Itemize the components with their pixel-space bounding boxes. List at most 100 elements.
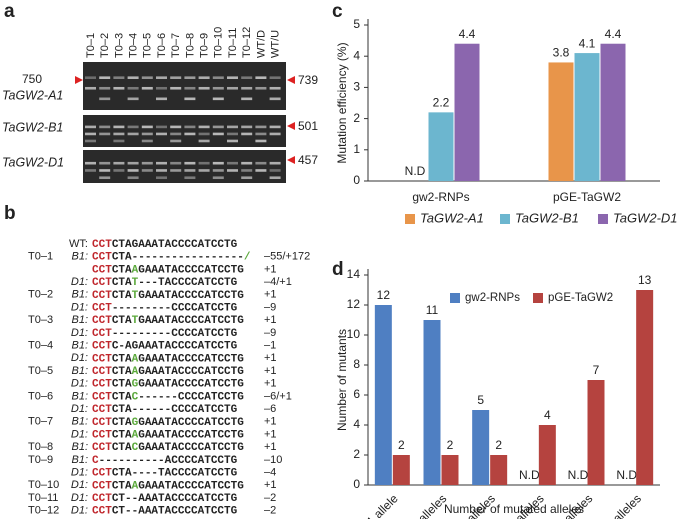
bar xyxy=(472,410,490,485)
data-label: N.D xyxy=(405,164,426,178)
allele-label: D1: xyxy=(71,276,88,288)
y-tick-label: 6 xyxy=(353,387,360,401)
allele-label: D1: xyxy=(71,428,88,440)
legend-swatch xyxy=(500,214,510,224)
gel-band xyxy=(113,139,125,143)
gel-band xyxy=(170,76,182,79)
gel-band xyxy=(241,76,253,79)
mutation-size: –9 xyxy=(264,327,276,339)
sequence-part: A xyxy=(132,353,139,365)
sequence-part: CCT xyxy=(92,442,112,454)
bar xyxy=(490,455,508,485)
sequence-part: ---TACCCCATCCTG xyxy=(138,277,237,289)
allele-label: B1: xyxy=(71,365,88,377)
panel-label: c xyxy=(332,1,343,22)
gel-band xyxy=(198,169,210,172)
legend-label: TaGW2-D1 xyxy=(613,210,678,225)
data-label: 7 xyxy=(593,363,600,377)
mutation-size: –10 xyxy=(264,454,282,466)
gel-band xyxy=(269,76,281,79)
sequence-part: T xyxy=(132,315,139,327)
y-tick-label: 1 xyxy=(353,142,360,156)
sequence-part: CTA----------------- xyxy=(112,252,244,264)
allele-label: B1: xyxy=(71,441,88,453)
lane-label: T0–2 xyxy=(99,33,111,58)
lane-label: T0–11 xyxy=(227,28,239,58)
gel-band xyxy=(170,125,182,129)
gel-band xyxy=(156,86,167,90)
gel-band xyxy=(212,125,224,129)
legend-label: TaGW2-A1 xyxy=(420,210,484,225)
lane-label: T0–7 xyxy=(170,33,182,58)
gel-band xyxy=(255,169,267,172)
allele-label: B1: xyxy=(71,251,88,263)
sequence-part: CCT xyxy=(92,315,112,327)
gel-band xyxy=(255,132,267,136)
gel-band xyxy=(127,176,139,180)
sequence-part: G xyxy=(132,379,139,391)
sequence-part: CT--AAATACCCCATCCTG xyxy=(112,506,238,518)
sequence: CCTCTAT---TACCCCATCCTG xyxy=(92,277,238,289)
sequence-part: CCT xyxy=(92,302,112,314)
y-tick-label: 4 xyxy=(353,48,360,62)
x-tick-label: pGE-TaGW2 xyxy=(553,190,621,204)
data-label: 2.2 xyxy=(433,96,450,110)
sequence: CCTCTAAGAAATACCCCATCCTG xyxy=(92,429,244,441)
data-label: 4 xyxy=(544,408,551,422)
gel-band xyxy=(170,132,182,136)
bar xyxy=(538,425,556,485)
gel-band xyxy=(99,76,111,79)
gel-band xyxy=(241,132,253,136)
gel-band xyxy=(184,176,196,180)
data-label: 2 xyxy=(495,438,502,452)
mutation-size: +1 xyxy=(264,352,277,364)
gel-band xyxy=(99,125,111,129)
legend-swatch xyxy=(450,293,460,303)
sequence-part: CCT xyxy=(92,290,112,302)
sequence-part: CCT xyxy=(92,264,112,276)
sequence-part: CTA xyxy=(112,480,132,492)
gel-band xyxy=(156,176,167,180)
x-tick-label: gw2-RNPs xyxy=(412,190,469,204)
gene-label: TaGW2-A1 xyxy=(2,88,63,102)
gel-band xyxy=(212,97,224,101)
gel-band xyxy=(127,76,139,79)
lane-label: T0–6 xyxy=(156,33,168,58)
panel-label: d xyxy=(332,259,344,280)
gel-band xyxy=(127,86,139,90)
sequence-part: CCT xyxy=(92,480,112,492)
gel-band xyxy=(127,161,139,165)
gel-band xyxy=(198,86,210,90)
mutation-size: +1 xyxy=(264,428,277,440)
mutation-size: +1 xyxy=(264,441,277,453)
sequence-part: C-AGAAATACCCCATCCTG xyxy=(112,341,238,353)
legend-swatch xyxy=(405,214,415,224)
sequence: CCTCT--AAATACCCCATCCTG xyxy=(92,493,238,505)
sequence-part: GAAATACCCCATCCTG xyxy=(138,366,244,378)
gel-band xyxy=(141,86,153,90)
gel-band xyxy=(85,161,96,165)
data-label: 4.1 xyxy=(579,36,596,50)
gel-band xyxy=(127,125,139,129)
sequence-part: CCT xyxy=(92,252,112,264)
sequence-part: / xyxy=(244,252,251,264)
sample-label: T0–2 xyxy=(28,289,53,301)
gel-band xyxy=(99,132,111,136)
sequence: CCTCTAAGAAATACCCCATCCTG xyxy=(92,353,244,365)
sequence-part: CCT xyxy=(92,506,112,518)
legend-label: TaGW2-B1 xyxy=(515,210,579,225)
band-size: 501 xyxy=(298,119,318,133)
sequence-part: CCT xyxy=(92,277,112,289)
allele-label: B1: xyxy=(71,416,88,428)
lane-label: WT/D xyxy=(255,30,267,58)
gel-band xyxy=(212,86,224,90)
allele-label: B1: xyxy=(71,314,88,326)
sample-label: T0–8 xyxy=(28,441,53,453)
gel-band xyxy=(198,132,210,136)
gel-band xyxy=(156,169,167,172)
sequence: CCTCTAGGAAATACCCCATCCTG xyxy=(92,379,244,391)
data-label: N.D xyxy=(568,468,589,482)
lane-label: T0–5 xyxy=(142,33,154,58)
gene-label: TaGW2-D1 xyxy=(2,155,64,169)
gel-band xyxy=(99,169,111,172)
